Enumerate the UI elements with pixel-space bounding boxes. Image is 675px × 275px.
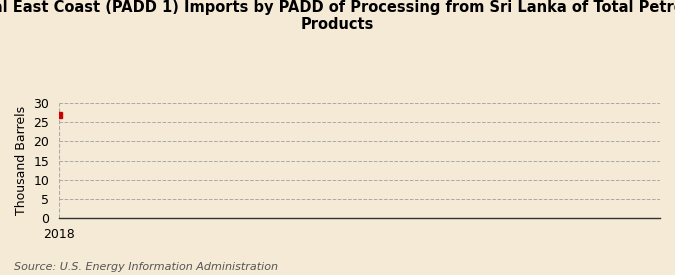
Text: Source: U.S. Energy Information Administration: Source: U.S. Energy Information Administ… [14,262,277,272]
Text: Annual East Coast (PADD 1) Imports by PADD of Processing from Sri Lanka of Total: Annual East Coast (PADD 1) Imports by PA… [0,0,675,32]
Y-axis label: Thousand Barrels: Thousand Barrels [15,106,28,215]
